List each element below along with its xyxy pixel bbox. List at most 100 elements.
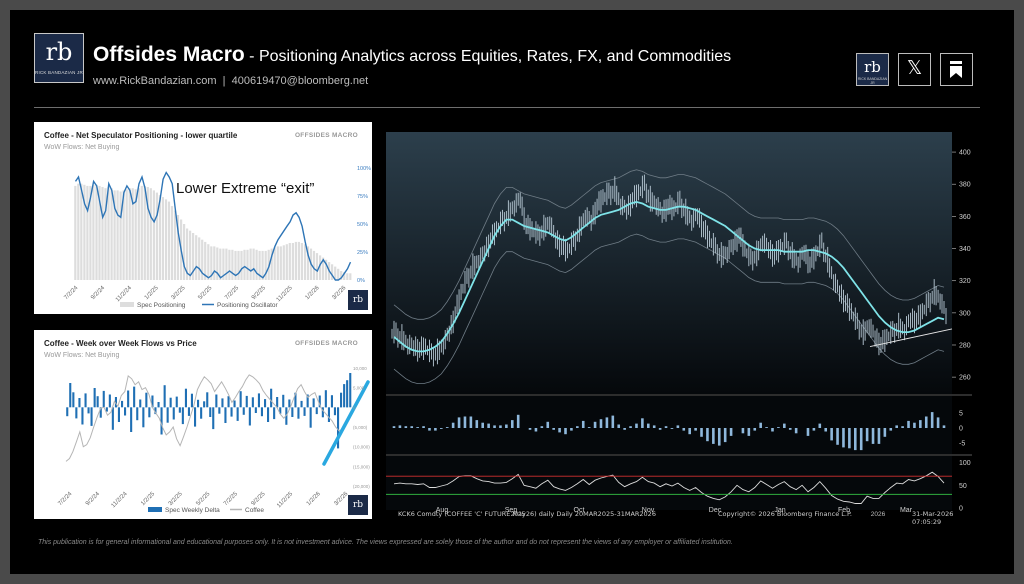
spec-weekly-delta-bar (273, 407, 276, 420)
spec-weekly-delta-bar (163, 385, 166, 408)
spec-weekly-delta-bar (346, 380, 349, 408)
spec-weekly-delta-bar (78, 398, 81, 408)
spec-weekly-delta-bar (84, 393, 87, 408)
legend-label-positioning-oscillator: Positioning Oscillator (217, 302, 279, 309)
rb-logo-icon[interactable]: rb RICK BANDAZIAN JR (856, 53, 889, 86)
spec-weekly-delta-bar (221, 398, 224, 408)
month-x-tick-label: Mar (900, 507, 913, 514)
website-link[interactable]: www.RickBandazian.com (93, 75, 217, 87)
spec-weekly-delta-bar (257, 393, 260, 408)
x-icon[interactable]: 𝕏 (898, 53, 931, 86)
trend-arrow-line (322, 380, 370, 466)
bloomberg-footer: KCK6 Comdty (COFFEE 'C' FUTURE May26) da… (386, 510, 980, 526)
rb-logo-icon-caption: RICK BANDAZIAN JR (857, 77, 888, 85)
positioning-x-tick-label: 1/2/26 (305, 285, 322, 302)
spec-positioning-bar (349, 273, 352, 280)
spec-positioning-bar (173, 210, 177, 280)
spec-weekly-delta-bar (102, 390, 105, 408)
spec-weekly-delta-bar (148, 407, 151, 418)
bloomberg-footer-copyright: Copyright© 2026 Bloomberg Finance L.P. (718, 510, 852, 518)
rb-logo-icon-text: rb (864, 58, 881, 76)
flows-y-tick-label: (5,000) (353, 425, 368, 430)
histogram-panel-background (386, 396, 952, 454)
flows-chart-title: Coffee - Week over Week Flows vs Price (44, 339, 197, 348)
spec-positioning-bar (107, 187, 110, 280)
oscillator-panel-background (386, 456, 952, 510)
positioning-chart-title: Coffee - Net Speculator Positioning - lo… (44, 131, 238, 140)
bloomberg-footer-security: KCK6 Comdty (COFFEE 'C' FUTURE May26) da… (398, 510, 656, 518)
spec-weekly-delta-bar (184, 388, 187, 408)
spec-weekly-delta-bar (230, 407, 233, 417)
spec-positioning-bar (234, 250, 237, 280)
positioning-y-tick-label: 0% (357, 278, 365, 284)
spec-positioning-bar (297, 241, 300, 280)
spec-weekly-delta-bar (270, 388, 273, 408)
spec-positioning-bar (98, 185, 101, 280)
spec-positioning-bar (122, 190, 125, 280)
spec-weekly-delta-bar (206, 392, 209, 408)
spec-weekly-delta-bar (130, 407, 133, 432)
spec-weekly-delta-bar (93, 388, 96, 408)
spec-weekly-delta-bar (218, 407, 221, 414)
positioning-x-tick-label: 11/2/24 (115, 285, 134, 304)
email-link[interactable]: 400619470@bloomberg.net (231, 75, 369, 87)
histogram-y-tick-label: 5 (959, 411, 963, 418)
contact-separator: | (222, 75, 226, 87)
spec-weekly-delta-bar (190, 393, 193, 408)
spec-weekly-delta-bar (154, 407, 157, 415)
spec-positioning-bar (149, 188, 152, 280)
spec-positioning-bar (134, 189, 137, 280)
spec-positioning-bar (312, 250, 316, 280)
flows-x-tick-label: 11/2/25 (276, 491, 295, 510)
panel1-logo: rb (348, 290, 368, 310)
spec-weekly-delta-bar (157, 402, 160, 408)
spec-positioning-bar (204, 241, 207, 280)
spec-positioning-bar (80, 183, 83, 280)
spec-weekly-delta-bar (349, 373, 352, 408)
spec-weekly-delta-bar (178, 407, 181, 413)
flows-y-tick-label: 5,000 (353, 386, 365, 391)
positioning-y-tick-label: 75% (357, 194, 368, 200)
positioning-x-tick-label: 7/2/24 (63, 285, 80, 302)
price-y-tick-label: 320 (959, 278, 971, 285)
spec-weekly-delta-bar (309, 407, 312, 428)
oscillator-y-tick-label: 100 (959, 460, 971, 467)
spec-positioning-bar (288, 243, 291, 280)
year-label-2025: 2025 (511, 511, 526, 516)
spec-weekly-delta-bar (327, 407, 330, 422)
spec-weekly-delta-bar (239, 391, 242, 408)
spec-weekly-delta-bar (194, 407, 197, 427)
lower-extreme-annotation: Lower Extreme “exit” (176, 180, 315, 197)
spec-weekly-delta-bar (276, 397, 279, 408)
positioning-chart-panel: Coffee - Net Speculator Positioning - lo… (34, 122, 372, 314)
spec-positioning-bar (140, 185, 143, 280)
bookmark-icon[interactable] (940, 53, 973, 86)
spec-positioning-bar (210, 246, 213, 280)
spec-positioning-bar (243, 249, 246, 280)
spec-positioning-bar (331, 264, 334, 280)
spec-positioning-bar (86, 185, 89, 280)
spec-positioning-bar (170, 206, 174, 280)
spec-positioning-bar (315, 253, 319, 280)
positioning-x-tick-label: 1/2/25 (144, 285, 161, 302)
spec-weekly-delta-bar (75, 407, 78, 419)
spec-positioning-bar (137, 188, 140, 280)
spec-positioning-bar (325, 259, 328, 280)
month-x-tick-label: Oct (574, 507, 585, 514)
spec-positioning-bar (161, 197, 164, 280)
spec-weekly-delta-bar (142, 407, 145, 428)
month-x-tick-label: Nov (642, 507, 655, 514)
price-y-tick-label: 400 (959, 150, 971, 157)
spec-positioning-bar (240, 250, 243, 280)
month-x-tick-label: Jan (774, 507, 785, 514)
spec-weekly-delta-bar (303, 407, 306, 416)
positioning-x-tick-label: 7/2/25 (224, 285, 241, 302)
brand-logo-caption: RICK BANDAZIAN JR (35, 70, 83, 75)
spec-positioning-bar (164, 199, 168, 280)
spec-weekly-delta-bar (181, 407, 184, 425)
histogram-y-tick-label: 0 (959, 426, 963, 433)
spec-weekly-delta-bar (312, 398, 315, 408)
spec-positioning-bar (219, 248, 222, 280)
spec-positioning-bar (258, 250, 261, 280)
spec-positioning-bar (282, 245, 285, 280)
